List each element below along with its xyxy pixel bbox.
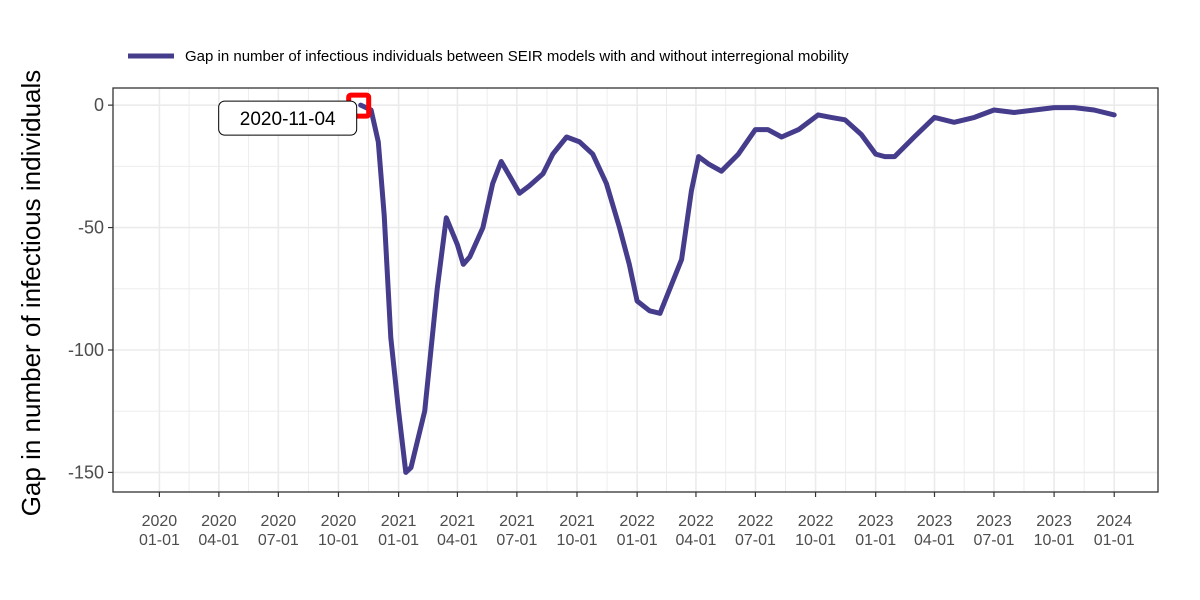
x-tick-label-year: 2023 xyxy=(917,513,953,530)
x-tick-label-date: 01-01 xyxy=(139,532,180,549)
annotation-layer: 2020-11-04 xyxy=(218,92,372,136)
series-layer xyxy=(358,102,1117,475)
x-tick-label-date: 07-01 xyxy=(735,532,776,549)
x-tick-label-date: 07-01 xyxy=(496,532,537,549)
annotation-box xyxy=(218,100,358,136)
x-tick-label-year: 2020 xyxy=(321,513,357,530)
x-tick-label-date: 07-01 xyxy=(258,532,299,549)
x-tick-label-date: 10-01 xyxy=(557,532,598,549)
series-line xyxy=(358,102,1117,475)
x-tick-label-year: 2024 xyxy=(1096,513,1132,530)
x-tick-label-date: 01-01 xyxy=(617,532,658,549)
y-tick-label: -50 xyxy=(78,218,104,238)
x-tick-label-date: 10-01 xyxy=(1034,532,1075,549)
legend: Gap in number of infectious individuals … xyxy=(128,48,849,65)
x-tick-label-year: 2021 xyxy=(381,513,417,530)
x-tick-label-date: 10-01 xyxy=(795,532,836,549)
x-tick-label-date: 04-01 xyxy=(437,532,478,549)
x-tick-label-year: 2020 xyxy=(261,513,297,530)
x-tick-label-year: 2020 xyxy=(201,513,237,530)
y-tick-label: -150 xyxy=(68,462,104,482)
x-tick-label-date: 04-01 xyxy=(675,532,716,549)
y-tick-label: -100 xyxy=(68,340,104,360)
annotation-label: 2020-11-04 xyxy=(240,109,336,130)
x-tick-label-year: 2021 xyxy=(559,513,595,530)
x-tick-label-year: 2023 xyxy=(858,513,894,530)
panel-frame xyxy=(112,87,1159,493)
panel-border xyxy=(112,87,1159,493)
x-tick-label-year: 2021 xyxy=(499,513,535,530)
x-tick-label-date: 01-01 xyxy=(378,532,419,549)
x-tick-label-date: 01-01 xyxy=(855,532,896,549)
x-tick-label-year: 2021 xyxy=(440,513,476,530)
x-tick-label-year: 2022 xyxy=(678,513,714,530)
y-axis: 0 -50 -100 -150 xyxy=(68,95,113,482)
x-tick-label-year: 2022 xyxy=(798,513,834,530)
x-tick-label-date: 01-01 xyxy=(1094,532,1135,549)
x-tick-label-date: 04-01 xyxy=(914,532,955,549)
y-axis-label: Gap in number of infectious individuals xyxy=(16,70,46,517)
x-tick-label-year: 2022 xyxy=(738,513,774,530)
x-tick-label-date: 07-01 xyxy=(974,532,1015,549)
x-tick-label-year: 2023 xyxy=(976,513,1012,530)
x-tick-label-date: 10-01 xyxy=(318,532,359,549)
x-tick-label-year: 2023 xyxy=(1036,513,1072,530)
x-tick-label-year: 2020 xyxy=(142,513,178,530)
y-tick-label: 0 xyxy=(94,95,104,115)
legend-label: Gap in number of infectious individuals … xyxy=(185,48,849,65)
x-tick-label-date: 04-01 xyxy=(198,532,239,549)
x-tick-label-year: 2022 xyxy=(619,513,655,530)
x-axis: 2020 01-01 2020 04-01 2020 07-01 2020 10-01 2021… xyxy=(139,492,1135,549)
